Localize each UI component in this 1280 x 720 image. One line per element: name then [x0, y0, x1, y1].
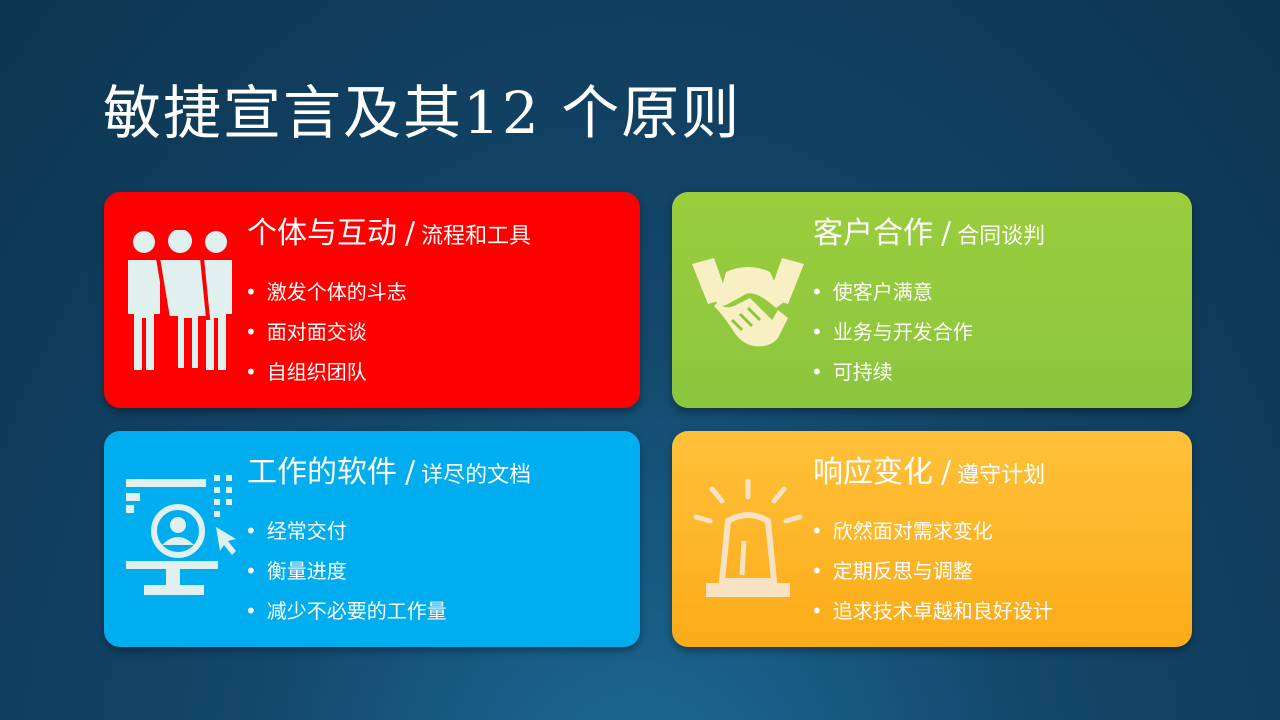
value-label: 个体与互动	[247, 216, 397, 251]
bullet-list: 经常交付 衡量进度 减少不必要的工作量	[245, 511, 447, 631]
list-item: 追求技术卓越和良好设计	[811, 591, 1053, 631]
list-item: 减少不必要的工作量	[245, 591, 447, 631]
list-item: 面对面交谈	[245, 312, 407, 352]
card-heading: 工作的软件 / 详尽的文档	[247, 447, 531, 491]
list-item: 使客户满意	[811, 272, 973, 312]
card-individuals-interactions: 个体与互动/流程和工具 激发个体的斗志 面对面交谈 自组织团队	[104, 192, 640, 408]
card-heading: 个体与互动 / 流程和工具	[247, 208, 531, 252]
list-item: 可持续	[811, 352, 973, 392]
list-item: 业务与开发合作	[811, 312, 973, 352]
value-label: 客户合作	[813, 216, 933, 251]
contrast-label: 合同谈判	[957, 224, 1046, 249]
bullet-list: 激发个体的斗志 面对面交谈 自组织团队	[245, 272, 407, 392]
list-item: 欣然面对需求变化	[811, 511, 1053, 551]
contrast-label: 遵守计划	[957, 463, 1046, 488]
card-heading: 响应变化 / 遵守计划	[813, 447, 1045, 491]
slide-title: 敏捷宣言及其12 个原则	[103, 79, 742, 147]
contrast-label: 详尽的文档	[421, 463, 532, 488]
bullet-list: 欣然面对需求变化 定期反思与调整 追求技术卓越和良好设计	[811, 511, 1053, 631]
separator: /	[405, 216, 416, 251]
card-customer-collaboration: 客户合作/合同谈判 使客户满意 业务与开发合作 可持续	[672, 192, 1192, 408]
bullet-list: 使客户满意 业务与开发合作 可持续	[811, 272, 973, 392]
card-responding-change: 响应变化/遵守计划 欣然面对需求变化 定期反思与调整 追求技术卓越和良好设计	[672, 431, 1192, 647]
monitor-user-icon	[122, 475, 238, 609]
list-item: 经常交付	[245, 511, 447, 551]
handshake-icon	[692, 254, 804, 358]
alarm-light-icon	[692, 477, 804, 609]
value-label: 响应变化	[813, 455, 933, 490]
list-item: 自组织团队	[245, 352, 407, 392]
list-item: 激发个体的斗志	[245, 272, 407, 312]
card-heading: 客户合作 / 合同谈判	[813, 208, 1045, 252]
list-item: 衡量进度	[245, 551, 447, 591]
card-working-software: 工作的软件/详尽的文档 经常交付 衡量进度 减少不必要的工作量	[104, 431, 640, 647]
list-item: 定期反思与调整	[811, 551, 1053, 591]
separator: /	[405, 455, 416, 490]
contrast-label: 流程和工具	[421, 224, 532, 249]
separator: /	[941, 216, 952, 251]
value-label: 工作的软件	[247, 455, 397, 490]
people-icon	[124, 229, 236, 374]
separator: /	[941, 455, 952, 490]
